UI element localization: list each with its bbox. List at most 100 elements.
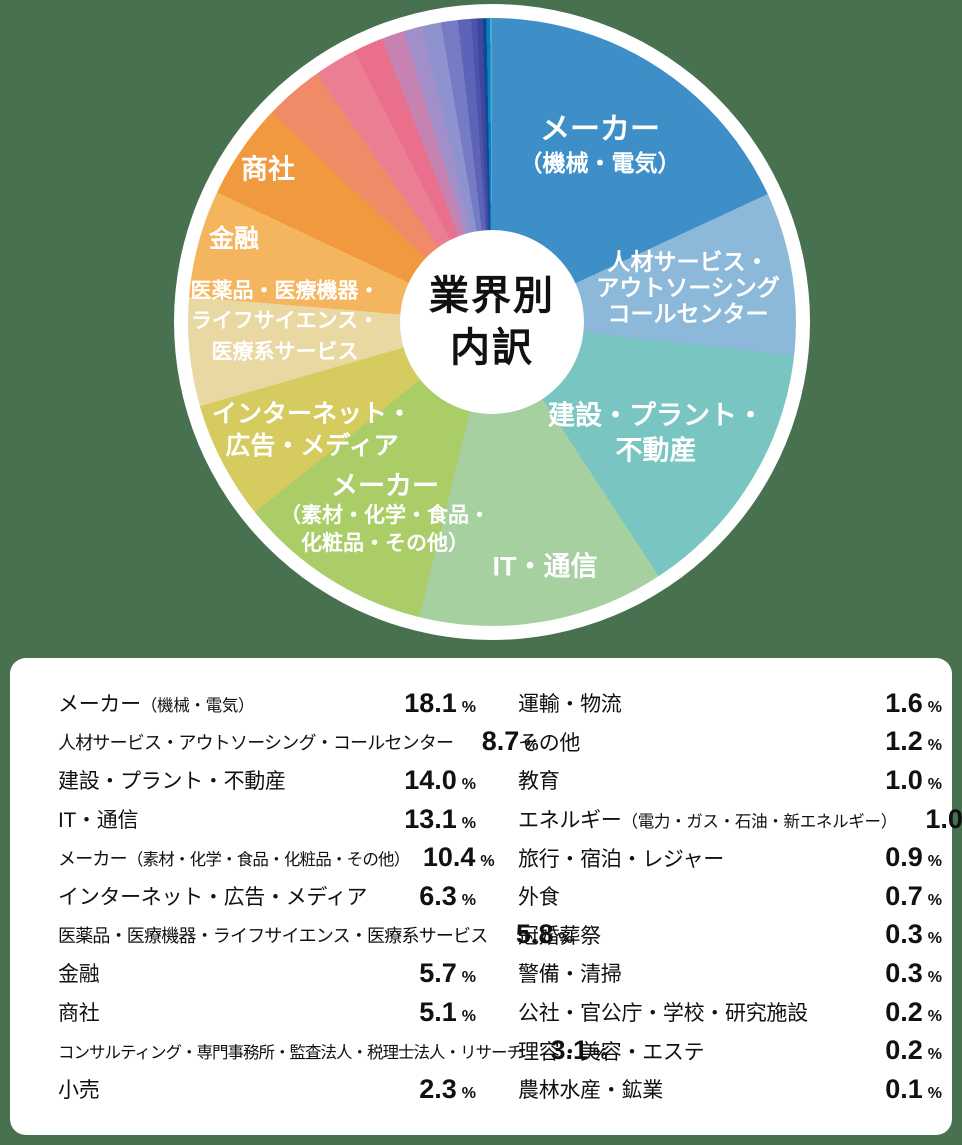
legend-label: メーカー（機械・電気） (58, 693, 255, 717)
legend-row: その他 1.2% (518, 723, 942, 762)
segment-label-line: コールセンター (607, 299, 769, 326)
legend-label: 商社 (58, 1002, 100, 1026)
legend-label: 旅行・宿泊・レジャー (518, 847, 724, 871)
legend-value-number: 0.3 (885, 919, 923, 950)
segment-label: インターネット・ 広告・メディア (212, 398, 412, 462)
legend-value: 13.1% (399, 804, 476, 835)
segment-label: 金融 (209, 223, 259, 255)
legend-value-number: 0.9 (885, 842, 923, 873)
segment-label: メーカー （機械・電気） (520, 111, 681, 179)
legend-row: 警備・清掃 0.3% (518, 954, 942, 993)
legend-value: 5.8% (495, 919, 573, 950)
segment-label-line: 金融 (208, 225, 260, 253)
legend-value-unit: % (593, 1046, 608, 1064)
legend-label: 公社・官公庁・学校・研究施設 (518, 1002, 808, 1026)
legend-value-number: 0.2 (885, 996, 923, 1027)
legend-label: コンサルティング・専門事務所・監査法人・税理士法人・リサーチ (58, 1043, 523, 1062)
legend-label: IT・通信 (58, 809, 139, 833)
legend-value-number: 0.3 (885, 957, 923, 988)
segment-label-line: （機械・電気） (519, 150, 681, 177)
legend-value: 0.7% (865, 881, 942, 912)
legend-value-number: 10.4 (422, 842, 476, 873)
legend-value-number: 5.7 (419, 957, 457, 988)
legend-value: 0.2% (865, 997, 942, 1028)
legend-row: エネルギー（電力・ガス・石油・新エネルギー） 1.0% (518, 800, 962, 839)
segment-label-line: メーカー (331, 471, 439, 502)
legend-value-number: 0.7 (885, 880, 923, 911)
donut-chart: メーカー （機械・電気） 人材サービス・ アウトソーシング コールセンター建設・プラント… (174, 4, 810, 640)
segment-label: 人材サービス・ アウトソーシング コールセンター (596, 249, 780, 326)
segment-label-line: 医薬品・医療機器・ (190, 279, 380, 303)
segment-label-line: 化粧品・その他） (301, 532, 469, 556)
legend-row: 外食 0.7% (518, 877, 942, 916)
legend-value-number: 0.2 (885, 1035, 923, 1066)
legend-row: 旅行・宿泊・レジャー 0.9% (518, 838, 942, 877)
legend-value-unit: % (461, 1084, 476, 1102)
legend-label: 運輸・物流 (518, 693, 622, 717)
legend-value-unit: % (461, 968, 476, 986)
legend-label: 農林水産・鉱業 (518, 1079, 663, 1103)
legend-value-unit: % (461, 814, 476, 832)
legend-value-number: 5.1 (419, 996, 457, 1027)
legend-value: 14.0% (399, 765, 476, 796)
legend-value: 18.1% (399, 688, 476, 719)
segment-label-line: アウトソーシング (596, 274, 780, 301)
legend-row: 冠婚葬祭 0.3% (518, 916, 942, 955)
segment-label-line: 人材サービス・ (607, 248, 769, 275)
legend-value-unit: % (558, 930, 573, 948)
segment-label-line: メーカー (540, 113, 660, 147)
legend-row: 公社・官公庁・学校・研究施設 0.2% (518, 993, 942, 1032)
legend-label: 理容・美容・エステ (518, 1040, 705, 1064)
legend-label: その他 (518, 731, 581, 755)
legend-value-unit: % (927, 698, 942, 716)
legend-row: メーカー（機械・電気） 18.1% (58, 684, 476, 723)
legend-label: エネルギー（電力・ガス・石油・新エネルギー） (518, 809, 897, 833)
legend-value: 10.4% (417, 842, 495, 873)
legend-value-unit: % (461, 1007, 476, 1025)
legend-value-unit: % (927, 775, 942, 793)
legend-value: 5.7% (399, 958, 476, 989)
legend-value: 2.3% (399, 1074, 476, 1105)
legend-row: 金融 5.7% (58, 954, 476, 993)
legend-column-right: 運輸・物流 1.6% その他 1.2% 教育 1.0% エネルギー（電力・ガス・石油・新エネ… (518, 684, 962, 1135)
legend-value: 1.0% (905, 804, 962, 835)
legend-value-unit: % (927, 853, 942, 871)
chart-title-line2: 内訳 (450, 326, 534, 370)
legend-value: 6.3% (399, 881, 476, 912)
legend-row: 建設・プラント・不動産 14.0% (58, 761, 476, 800)
legend-label: 医薬品・医療機器・ライフサイエンス・医療系サービス (58, 925, 488, 946)
legend-value-number: 2.3 (419, 1073, 457, 1104)
legend-row: 教育 1.0% (518, 761, 942, 800)
legend-row: インターネット・広告・メディア 6.3% (58, 877, 476, 916)
legend-value-unit: % (461, 891, 476, 909)
legend-row: メーカー（素材・化学・食品・化粧品・その他） 10.4% (58, 838, 495, 877)
legend-label: 人材サービス・アウトソーシング・コールセンター (58, 732, 454, 753)
donut-center: 業界別 内訳 (400, 230, 584, 414)
segment-label-line: 医療系サービス (211, 340, 359, 364)
legend-value-unit: % (927, 1007, 942, 1025)
legend-value-number: 8.7 (481, 726, 520, 757)
legend-row: 医薬品・医療機器・ライフサイエンス・医療系サービス 5.8% (58, 916, 573, 955)
legend-value-number: 6.3 (419, 880, 457, 911)
legend-row: 人材サービス・アウトソーシング・コールセンター 8.7% (58, 723, 538, 762)
segment-label: 医薬品・医療機器・ ライフサイエンス・ 医療系サービス (191, 276, 380, 367)
legend-value-number: 5.8 (515, 919, 554, 950)
segment-label-line: 建設・プラント・ (548, 400, 764, 431)
chart-title-line1: 業界別 (429, 274, 555, 318)
segment-label: 建設・プラント・ 不動産 (548, 398, 764, 467)
segment-label-line: （素材・化学・食品・ (280, 504, 490, 528)
legend-label: メーカー（素材・化学・食品・化粧品・その他） (58, 848, 410, 869)
legend-value: 0.2% (865, 1035, 942, 1066)
legend-value-number: 1.6 (885, 687, 923, 718)
legend-value-number: 1.0 (885, 764, 923, 795)
legend-value: 8.7% (461, 726, 539, 757)
legend-panel: メーカー（機械・電気） 18.1% 人材サービス・アウトソーシング・コールセンター 8… (10, 658, 962, 1135)
segment-label-line: ライフサイエンス・ (190, 309, 380, 333)
legend-value-number: 18.1 (404, 687, 457, 718)
legend-value-unit: % (927, 891, 942, 909)
legend-label-sub: （機械・電気） (140, 697, 255, 716)
legend-value: 1.2% (865, 726, 942, 757)
legend-value-number: 3.1 (550, 1035, 589, 1066)
legend-value-unit: % (927, 737, 942, 755)
legend-row: 理容・美容・エステ 0.2% (518, 1031, 942, 1070)
